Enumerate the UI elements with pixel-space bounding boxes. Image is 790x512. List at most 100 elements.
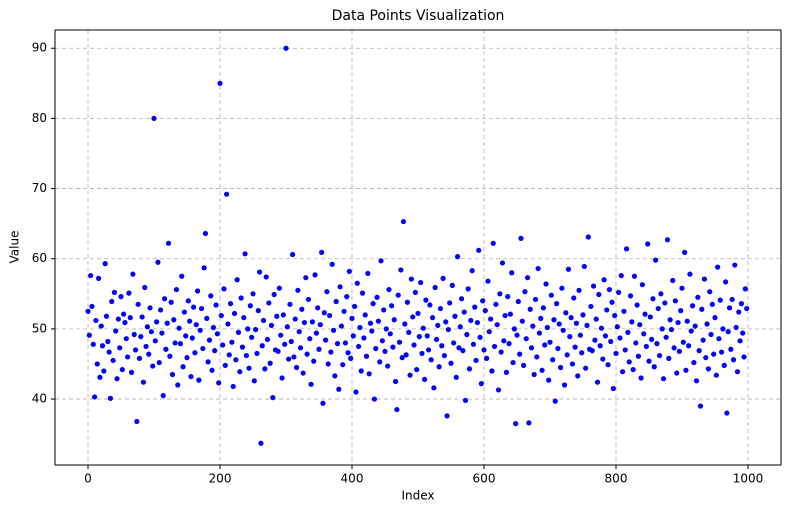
data-point [363,353,370,359]
data-point [550,357,556,363]
data-point [193,322,199,328]
data-point [513,421,519,427]
data-point [705,366,712,372]
data-point [721,362,727,368]
data-point [521,362,527,368]
data-point [142,284,148,291]
data-point [631,273,638,279]
data-point [307,336,313,342]
data-point [557,364,564,371]
data-point [722,279,729,285]
data-point [229,339,235,345]
data-point [196,377,202,383]
data-point [227,301,234,307]
data-point [712,315,718,321]
data-point [264,336,271,343]
data-point [538,315,544,321]
data-point [105,338,111,345]
data-point [412,289,418,296]
data-point [485,278,491,284]
data-point [645,241,651,247]
data-point [719,349,725,355]
data-point [457,324,463,330]
data-point [686,343,692,349]
data-point [284,324,290,330]
data-point [696,348,702,354]
data-point [330,327,337,333]
data-point [230,383,236,390]
data-point [526,420,532,426]
data-point [253,326,259,333]
data-point [503,369,510,375]
data-point [279,375,285,381]
data-point [495,387,502,393]
data-point [119,366,125,373]
data-point [461,309,467,315]
data-point [300,370,306,376]
data-point [319,249,325,256]
data-point [308,381,314,387]
data-point [593,316,599,322]
data-point [682,249,688,256]
data-point [511,326,517,332]
data-point [498,349,504,355]
data-point [177,341,183,347]
data-point [540,305,547,311]
data-point [653,257,659,263]
data-point [713,372,719,378]
data-point [135,301,141,307]
data-point [378,258,384,264]
data-point [437,305,444,312]
data-point [192,350,198,356]
data-point [375,318,381,324]
data-point [429,315,436,321]
data-point [734,369,741,375]
data-point [672,298,679,304]
data-point [86,332,92,338]
data-point [505,294,511,300]
data-point [250,291,256,297]
data-point [389,303,395,309]
data-point [680,339,686,345]
data-point [522,289,528,295]
data-point [679,285,685,291]
data-point [369,328,375,334]
data-point [535,265,541,272]
data-point [150,363,156,369]
data-point [123,336,129,342]
data-point [697,403,704,409]
data-point [390,344,396,350]
data-point [596,291,602,298]
data-point [348,355,354,361]
data-point [741,354,747,360]
data-point [350,333,356,339]
data-point [668,326,675,333]
data-point [708,331,714,338]
data-point [274,313,280,319]
data-point [217,80,223,86]
data-point [423,297,429,303]
data-point [206,337,213,343]
data-point [303,275,309,281]
data-point [543,281,549,287]
data-point [134,418,140,425]
data-point [614,324,620,330]
data-point [670,277,676,284]
data-point [246,365,252,371]
data-point [502,312,508,319]
data-point [226,352,232,358]
data-point [732,262,738,268]
data-point [175,382,181,388]
data-point [125,354,131,360]
data-point [396,339,403,345]
data-point [201,265,207,271]
data-point [477,334,483,340]
data-point [159,330,165,336]
data-point [148,329,154,335]
data-point [152,338,158,344]
data-point [155,259,161,265]
data-point [94,361,100,367]
data-point [115,316,121,322]
data-point [700,337,706,343]
data-point [676,348,682,354]
